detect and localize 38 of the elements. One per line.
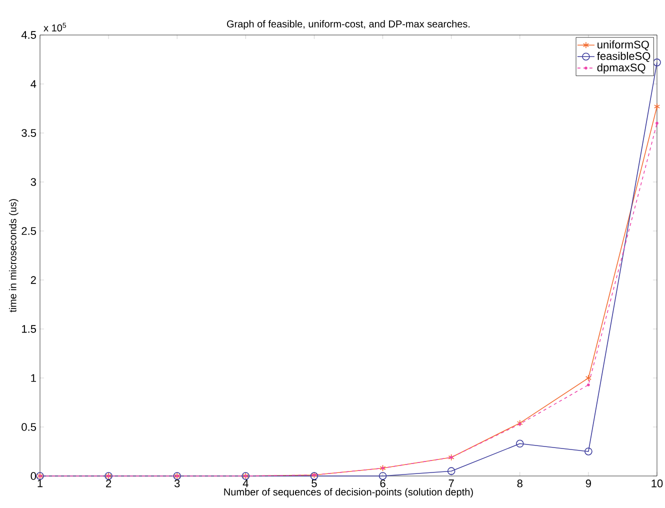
legend-label: dpmaxSQ [597, 63, 646, 74]
y-axis-title: time in microseconds (us) [9, 199, 18, 312]
y-tick-label: 2 [30, 276, 36, 284]
point [378, 472, 387, 480]
y-tick-label: 1.5 [22, 325, 36, 333]
legend-label: feasibleSQ [597, 52, 650, 62]
point [587, 383, 590, 386]
x-tick-label: 5 [312, 480, 317, 488]
y-tick-label: 3 [30, 178, 36, 186]
x-tick-label: 10 [652, 480, 663, 488]
y-tick-label: 4.5 [21, 31, 36, 39]
legend-label: uniformSQ [598, 40, 649, 50]
x-axis-title: Number of sequences of decision-points (solution depth) [224, 488, 473, 498]
y-tick-label: 0 [30, 472, 36, 480]
x-tick-label: 3 [174, 480, 180, 488]
point [516, 420, 523, 426]
x-tick-label: 1 [38, 480, 43, 488]
x-tick-label: 8 [517, 480, 522, 488]
point [654, 103, 660, 110]
point [447, 467, 456, 475]
text: x 10$^{5}$ [44, 22, 66, 32]
x-tick-label: 4 [242, 480, 248, 488]
y-tick-label: 4 [30, 80, 36, 88]
point [584, 448, 592, 456]
point [653, 58, 661, 66]
x-tick-label: 7 [448, 480, 454, 488]
y-tick-label: 0.5 [22, 423, 36, 431]
point [656, 122, 658, 125]
chart-title: Graph of feasible, uniform-cost, and DP-max searches. [227, 20, 470, 30]
point [518, 422, 522, 426]
point [516, 440, 524, 448]
point [585, 374, 592, 382]
y-tick-label: 2.5 [22, 227, 36, 235]
x-tick-label: 6 [380, 480, 386, 488]
y-tick-label: 3.5 [22, 129, 36, 137]
x-tick-label: 2 [106, 480, 112, 488]
x-tick-label: 9 [586, 480, 591, 488]
y-tick-label: 1 [31, 374, 36, 382]
